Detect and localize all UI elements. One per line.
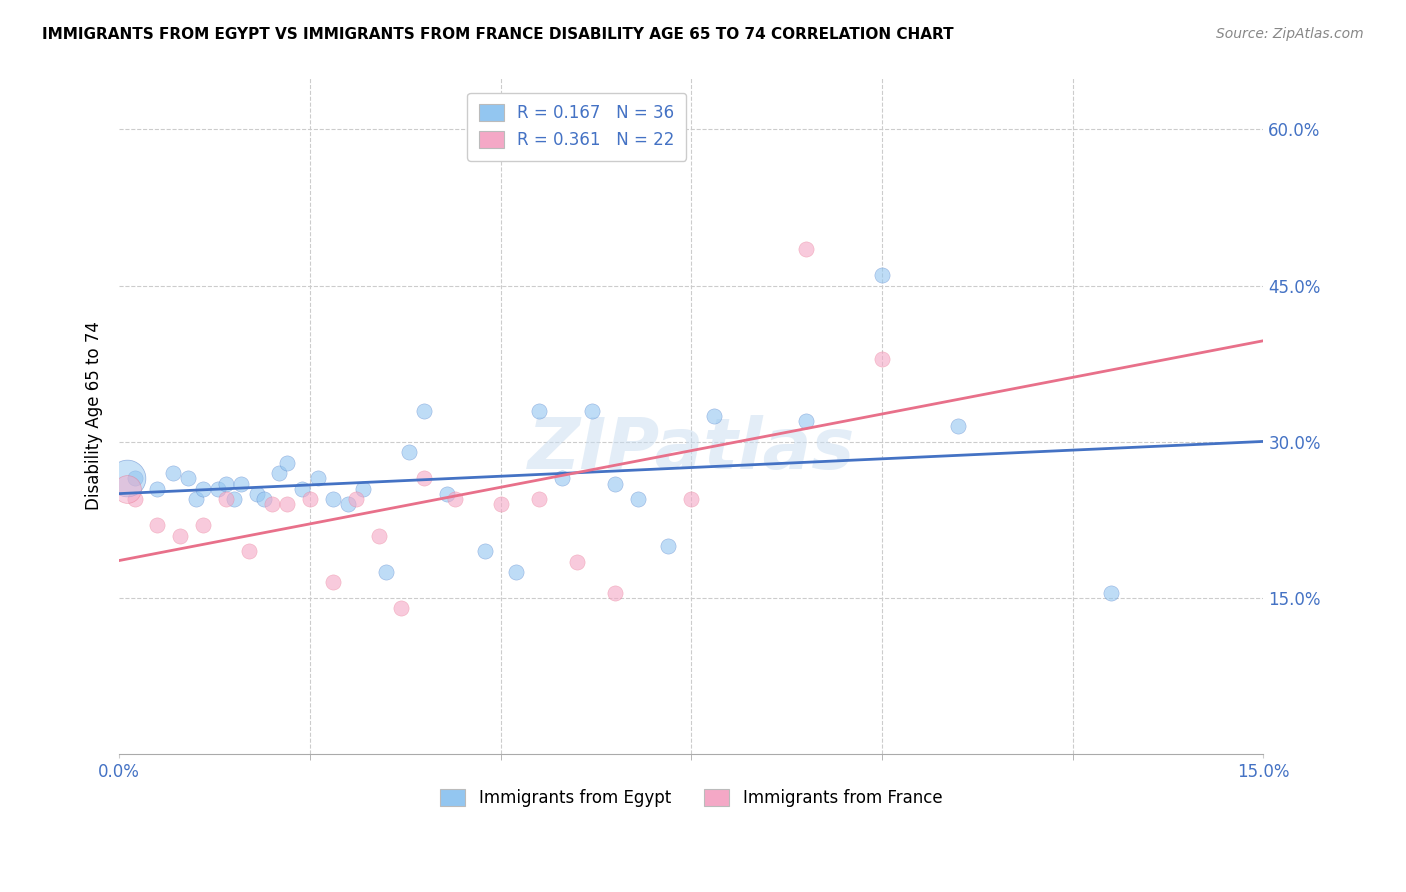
Point (444, 492, 467, 507)
Point (352, 482, 374, 496)
Point (222, 492, 245, 507)
Point (207, 482, 229, 496)
Point (291, 482, 314, 496)
Point (344, 492, 367, 507)
Point (375, 565, 398, 579)
Point (870, 351, 893, 366)
Point (162, 466, 184, 480)
Point (115, 471, 138, 485)
Point (527, 492, 550, 507)
Y-axis label: Disability Age 65 to 74: Disability Age 65 to 74 (86, 321, 103, 510)
Point (269, 466, 291, 480)
Point (215, 492, 238, 507)
Text: Source: ZipAtlas.com: Source: ZipAtlas.com (1216, 27, 1364, 41)
Point (489, 497, 512, 511)
Point (1099, 586, 1122, 600)
Point (391, 601, 413, 615)
Point (794, 414, 817, 428)
Point (436, 487, 458, 501)
Point (413, 471, 436, 485)
Point (703, 409, 725, 423)
Point (474, 544, 496, 558)
Legend: Immigrants from Egypt, Immigrants from France: Immigrants from Egypt, Immigrants from F… (433, 782, 949, 814)
Point (603, 586, 626, 600)
Point (367, 528, 389, 542)
Point (115, 482, 138, 496)
Point (627, 492, 650, 507)
Point (238, 544, 260, 558)
Point (565, 555, 588, 569)
Point (603, 476, 626, 491)
Point (193, 518, 215, 533)
Text: ZIPatlas: ZIPatlas (527, 415, 855, 484)
Point (124, 471, 146, 485)
Point (260, 497, 283, 511)
Point (215, 476, 238, 491)
Point (527, 403, 550, 417)
Text: IMMIGRANTS FROM EGYPT VS IMMIGRANTS FROM FRANCE DISABILITY AGE 65 TO 74 CORRELAT: IMMIGRANTS FROM EGYPT VS IMMIGRANTS FROM… (42, 27, 953, 42)
Point (307, 471, 329, 485)
Point (948, 419, 970, 434)
Point (124, 492, 146, 507)
Point (146, 482, 169, 496)
Point (184, 492, 207, 507)
Point (581, 403, 603, 417)
Point (550, 471, 572, 485)
Point (276, 497, 298, 511)
Point (193, 482, 215, 496)
Point (398, 445, 420, 459)
Point (146, 518, 169, 533)
Point (505, 565, 527, 579)
Point (231, 476, 253, 491)
Point (276, 456, 298, 470)
Point (298, 492, 321, 507)
Point (245, 487, 267, 501)
Point (413, 403, 436, 417)
Point (657, 539, 679, 553)
Point (794, 242, 817, 256)
Point (870, 268, 893, 283)
Point (322, 575, 344, 590)
Point (169, 528, 191, 542)
Point (681, 492, 703, 507)
Point (337, 497, 360, 511)
Point (253, 492, 276, 507)
Point (177, 471, 200, 485)
Point (322, 492, 344, 507)
